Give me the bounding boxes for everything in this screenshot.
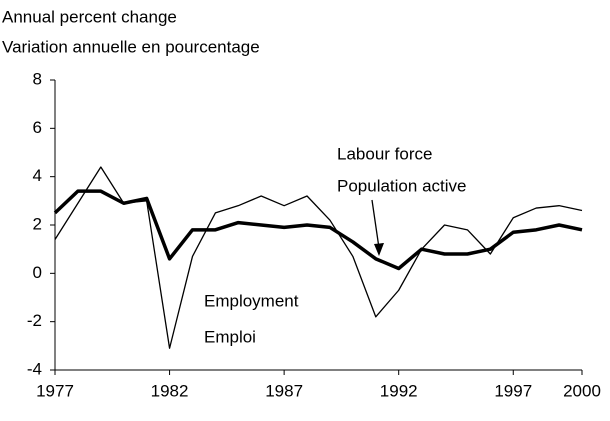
x-tick-label: 1977 [36, 381, 74, 400]
y-tick-label: 0 [33, 263, 42, 282]
y-tick-label: 2 [33, 214, 42, 233]
line [54, 166, 583, 349]
annotation: Labour force [337, 144, 432, 163]
x-tick-label: 2000 [563, 381, 601, 400]
y-title: Variation annuelle en pourcentage [2, 37, 260, 56]
y-tick-label: -4 [27, 359, 42, 378]
y-tick-label: -2 [27, 311, 42, 330]
annotation: Population active [337, 176, 466, 195]
annotation: Employment [204, 291, 299, 310]
y-title: Annual percent change [2, 7, 177, 26]
x-tick-label: 1997 [494, 381, 532, 400]
y-tick-label: 8 [33, 69, 42, 88]
x-tick-label: 1992 [380, 381, 418, 400]
line [53, 189, 583, 271]
annotation: Emploi [204, 327, 256, 346]
arrow [371, 199, 380, 249]
arrow-head [374, 243, 384, 256]
x-tick-label: 1987 [265, 381, 303, 400]
y-tick-label: 6 [33, 118, 42, 137]
y-tick-label: 4 [33, 166, 42, 185]
x-tick-label: 1982 [151, 381, 189, 400]
